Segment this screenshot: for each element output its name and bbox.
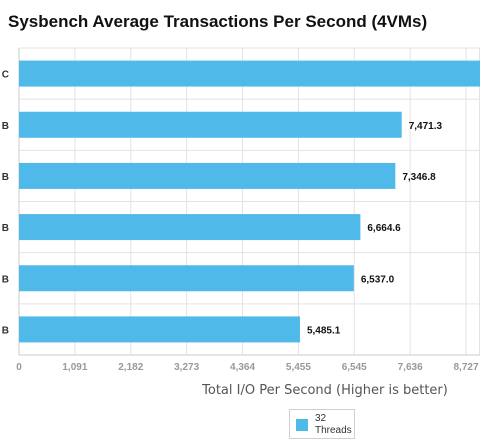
data-label-2: 7,346.8 — [402, 172, 436, 183]
x-tick-label-3: 3,273 — [174, 362, 199, 373]
chart-title: Sysbench Average Transactions Per Second… — [8, 12, 428, 31]
x-tick-label-6: 6,545 — [342, 362, 367, 373]
x-tick-label-8: 8,727 — [454, 362, 479, 373]
x-tick-label-5: 5,455 — [286, 362, 311, 373]
bar-0 — [19, 60, 480, 87]
bar-1 — [19, 111, 402, 138]
category-label-4: B — [2, 274, 9, 285]
category-label-5: B — [2, 325, 9, 336]
category-label-1: B — [2, 121, 9, 132]
x-axis-title: Total I/O Per Second (Higher is better) — [201, 383, 448, 398]
legend-label: 32 Threads — [315, 413, 352, 436]
legend: 32 Threads — [289, 409, 355, 439]
category-label-0: C — [2, 70, 9, 81]
category-label-3: B — [2, 223, 9, 234]
x-tick-label-4: 4,364 — [230, 362, 255, 373]
x-tick-label-1: 1,091 — [62, 362, 87, 373]
category-label-2: B — [2, 172, 9, 183]
bar-2 — [19, 162, 396, 189]
data-label-4: 6,537.0 — [361, 274, 395, 285]
bar-5 — [19, 316, 300, 343]
data-label-3: 6,664.6 — [367, 223, 401, 234]
x-tick-label-2: 2,182 — [118, 362, 143, 373]
bar-4 — [19, 265, 354, 292]
bar-3 — [19, 214, 361, 241]
data-label-1: 7,471.3 — [409, 121, 443, 132]
x-tick-label-7: 7,636 — [398, 362, 423, 373]
x-tick-label-0: 0 — [16, 362, 22, 373]
legend-swatch — [296, 419, 308, 431]
data-label-5: 5,485.1 — [307, 325, 341, 336]
